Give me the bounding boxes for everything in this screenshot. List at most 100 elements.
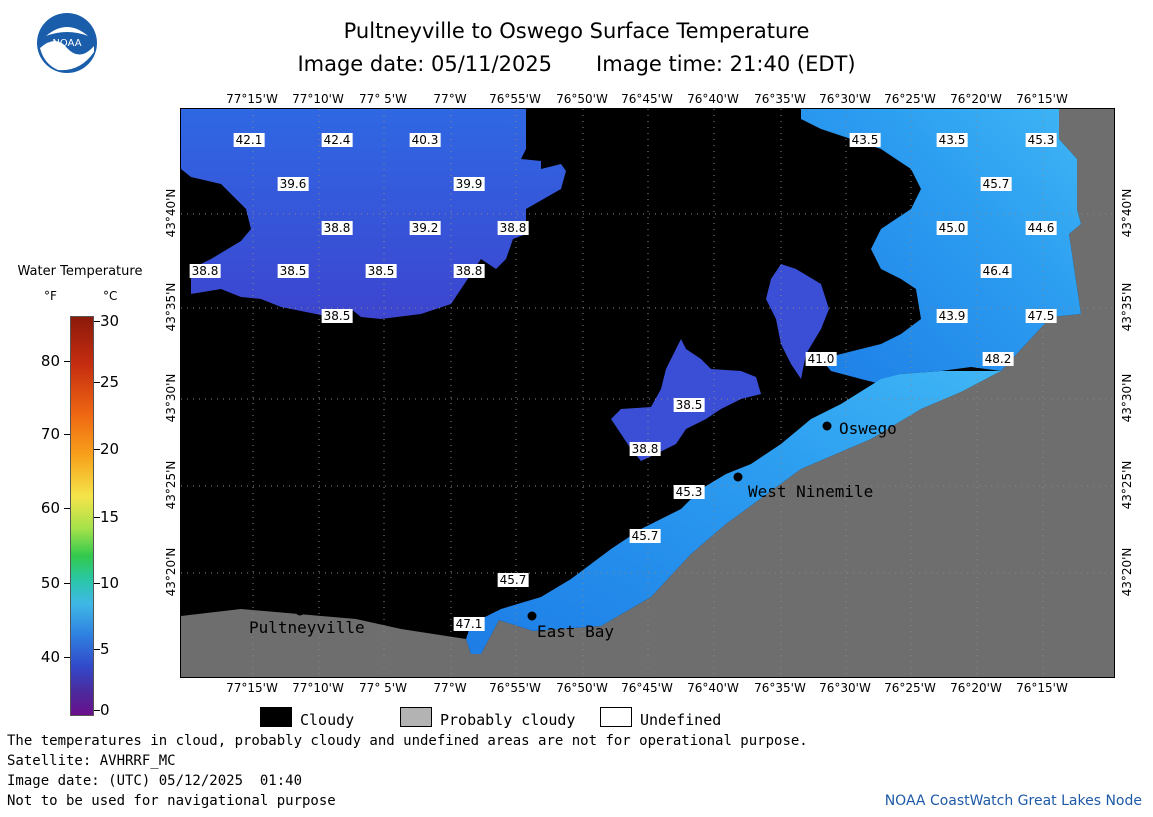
legend-undefined: Undefined [640,711,722,729]
temperature-label: 38.8 [497,221,529,235]
lat-label-left: 43°20'N [164,547,178,597]
tick-fahrenheit: 40 [40,648,60,666]
lat-label-right: 43°20'N [1120,547,1134,597]
lon-label-bottom: 76°50'W [556,681,608,695]
temperature-label: 38.8 [189,264,221,278]
page-title: Pultneyville to Oswego Surface Temperatu… [343,19,810,43]
footer-satellite: Satellite: AVHRRF_MC [7,753,176,769]
lon-label-top: 76°55'W [489,92,541,106]
lon-label-bottom: 76°15'W [1016,681,1068,695]
temperature-label: 48.2 [982,352,1014,366]
footer-note: The temperatures in cloud, probably clou… [7,733,808,749]
footer-nav-warning: Not to be used for navigational purpose [7,793,336,809]
water-cold-north [766,264,829,379]
city-marker[interactable] [733,472,743,482]
tick-mark-c [94,382,100,383]
land-area [181,109,1114,677]
temperature-label: 38.8 [453,264,485,278]
lat-label-left: 43°30'N [164,373,178,423]
tick-mark-c [94,321,100,322]
lat-label-right: 43°35'N [1120,282,1134,332]
legend-swatch-probably-cloudy [400,707,432,727]
lon-label-bottom: 77°W [433,681,467,695]
lon-label-bottom: 77°15'W [226,681,278,695]
temperature-label: 45.7 [980,177,1012,191]
tick-mark-f [64,361,70,362]
city-marker[interactable] [822,421,832,431]
lon-label-top: 76°20'W [950,92,1002,106]
temperature-label: 43.5 [849,133,881,147]
lon-label-top: 76°40'W [687,92,739,106]
logo-text: NOAA [52,38,81,49]
temperature-label: 41.0 [805,352,837,366]
noaa-logo: NOAA [36,12,98,74]
tick-celsius: 10 [100,574,120,592]
city-label: East Bay [537,622,615,641]
temperature-label: 40.3 [409,133,441,147]
lon-label-top: 76°45'W [621,92,673,106]
temperature-label: 38.5 [673,398,705,412]
credit-link[interactable]: NOAA CoastWatch Great Lakes Node [884,793,1142,809]
lon-label-bottom: 76°30'W [819,681,871,695]
tick-mark-f [64,508,70,509]
image-datetime: Image date: 05/11/2025 Image time: 21:40 … [0,52,1153,76]
tick-celsius: 25 [100,373,120,391]
colorbar [70,316,94,716]
tick-fahrenheit: 50 [40,574,60,592]
tick-mark-f [64,657,70,658]
map-canvas [181,109,1114,677]
temperature-label: 44.6 [1025,221,1057,235]
lat-label-right: 43°30'N [1120,373,1134,423]
image-time: Image time: 21:40 (EDT) [596,52,856,76]
temperature-label: 39.2 [409,221,441,235]
lon-label-top: 76°15'W [1016,92,1068,106]
lon-label-bottom: 76°25'W [884,681,936,695]
tick-celsius: 0 [100,701,110,719]
temperature-label: 39.9 [453,177,485,191]
tick-celsius: 20 [100,440,120,458]
tick-fahrenheit: 80 [40,352,60,370]
unit-celsius: °C [103,289,118,303]
tick-mark-f [64,583,70,584]
lon-label-bottom: 77° 5'W [359,681,407,695]
temperature-label: 38.5 [321,309,353,323]
tick-mark-c [94,517,100,518]
lon-label-top: 76°25'W [884,92,936,106]
temperature-label: 38.8 [629,442,661,456]
lon-label-bottom: 76°35'W [754,681,806,695]
temperature-label: 46.4 [980,264,1012,278]
tick-celsius: 30 [100,312,120,330]
lat-label-left: 43°35'N [164,282,178,332]
lat-label-right: 43°40'N [1120,188,1134,238]
lon-label-bottom: 76°45'W [621,681,673,695]
lon-label-top: 77°W [433,92,467,106]
lon-label-bottom: 76°40'W [687,681,739,695]
lat-label-left: 43°40'N [164,188,178,238]
temperature-label: 45.7 [497,573,529,587]
temperature-label: 45.3 [1025,133,1057,147]
temperature-label: 45.0 [936,221,968,235]
tick-fahrenheit: 60 [40,499,60,517]
city-marker[interactable] [527,611,537,621]
city-label: West Ninemile [748,482,874,501]
temperature-label: 42.1 [233,133,265,147]
city-marker[interactable] [295,606,305,616]
temperature-label: 42.4 [321,133,353,147]
legend-cloudy: Cloudy [300,711,355,729]
tick-mark-c [94,649,100,650]
lat-label-left: 43°25'N [164,460,178,510]
footer-utc-date: Image date: (UTC) 05/12/2025 01:40 [7,773,303,789]
temperature-label: 43.5 [936,133,968,147]
tick-celsius: 15 [100,508,120,526]
lon-label-bottom: 76°55'W [489,681,541,695]
temperature-label: 38.5 [365,264,397,278]
city-label: Oswego [839,419,897,438]
temperature-label: 43.9 [936,309,968,323]
legend-swatch-undefined [600,707,632,727]
temperature-map[interactable]: 42.1 42.4 40.3 43.5 43.5 45.3 39.6 39.9 45.7 38.8… [180,108,1115,678]
lon-label-top: 76°35'W [754,92,806,106]
lon-label-top: 77°10'W [292,92,344,106]
image-date: Image date: 05/11/2025 [297,52,553,76]
tick-fahrenheit: 70 [40,425,60,443]
tick-mark-c [94,449,100,450]
